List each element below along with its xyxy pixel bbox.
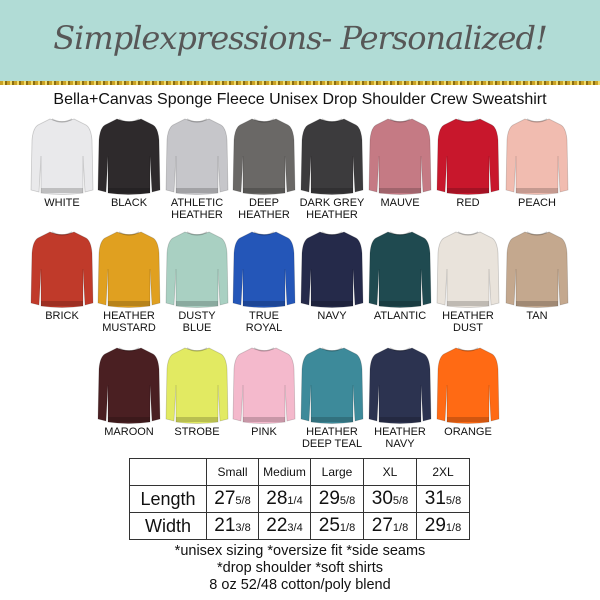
color-name: BRICK <box>45 310 79 322</box>
color-swatch: WHITE <box>27 116 97 209</box>
measurement-cell: 295/8 <box>310 485 364 513</box>
color-swatch: TRUE ROYAL <box>229 229 299 334</box>
header-cell: Large <box>310 458 364 486</box>
width-row: Width 213/8 223/4 251/8 271/8 291/8 <box>129 512 470 540</box>
sweatshirt-icon <box>165 231 229 308</box>
sweatshirt-icon <box>300 231 364 308</box>
measurement-cell: 281/4 <box>258 485 311 513</box>
color-swatch: HEATHER NAVY <box>365 345 435 450</box>
color-name: MAROON <box>104 426 154 438</box>
sweatshirt-icon <box>300 347 364 424</box>
sweatshirt-icon <box>368 118 432 195</box>
sweatshirt-icon <box>97 347 161 424</box>
color-swatch: MAROON <box>94 345 164 438</box>
color-swatch: DUSTY BLUE <box>162 229 232 334</box>
color-name: TRUE ROYAL <box>245 310 283 334</box>
row-label: Width <box>129 512 207 540</box>
size-header-row: Small Medium Large XL 2XL <box>129 458 470 486</box>
color-name: NAVY <box>317 310 347 322</box>
measurement-cell: 275/8 <box>206 485 259 513</box>
color-name: HEATHER MUSTARD <box>102 310 156 334</box>
sweatshirt-icon <box>436 118 500 195</box>
sweatshirt-icon <box>165 347 229 424</box>
note-line: *drop shoulder *soft shirts <box>216 560 384 576</box>
color-name: ORANGE <box>444 426 492 438</box>
color-swatch: BRICK <box>27 229 97 322</box>
size-chart: Small Medium Large XL 2XL Length 275/8 281… <box>129 458 470 540</box>
sweatshirt-icon <box>232 118 296 195</box>
sweatshirt-icon <box>368 347 432 424</box>
sweatshirt-icon <box>97 118 161 195</box>
color-swatch: ATHLETIC HEATHER <box>162 116 232 221</box>
color-swatch: DEEP HEATHER <box>229 116 299 221</box>
sweatshirt-icon <box>97 231 161 308</box>
color-swatch: STROBE <box>162 345 232 438</box>
color-name: PINK <box>251 426 277 438</box>
measurement-cell: 251/8 <box>310 512 364 540</box>
header-cell <box>129 458 207 486</box>
sweatshirt-icon <box>436 231 500 308</box>
color-swatch: HEATHER MUSTARD <box>94 229 164 334</box>
measurement-cell: 223/4 <box>258 512 311 540</box>
sweatshirt-icon <box>300 118 364 195</box>
glitter-divider <box>0 81 600 85</box>
color-name: ATHLETIC HEATHER <box>170 197 224 221</box>
sweatshirt-icon <box>232 231 296 308</box>
color-swatch: HEATHER DUST <box>433 229 503 334</box>
measurement-cell: 315/8 <box>416 485 470 513</box>
color-name: HEATHER DEEP TEAL <box>301 426 363 450</box>
color-swatch: ORANGE <box>433 345 503 438</box>
measurement-cell: 291/8 <box>416 512 470 540</box>
color-name: RED <box>456 197 480 209</box>
color-swatch: DARK GREY HEATHER <box>297 116 367 221</box>
header-cell: XL <box>363 458 417 486</box>
color-swatch: NAVY <box>297 229 367 322</box>
color-name: TAN <box>526 310 548 322</box>
header-banner <box>0 0 600 82</box>
sweatshirt-icon <box>30 118 94 195</box>
color-name: DUSTY BLUE <box>178 310 216 334</box>
color-name: ATLANTIC <box>373 310 427 322</box>
color-name: DARK GREY HEATHER <box>299 197 365 221</box>
color-name: STROBE <box>174 426 220 438</box>
note-line: *unisex sizing *oversize fit *side seams <box>174 543 426 559</box>
sweatshirt-icon <box>505 231 569 308</box>
color-name: HEATHER NAVY <box>374 426 426 450</box>
product-notes: *unisex sizing *oversize fit *side seams… <box>0 543 600 594</box>
brand-logo-text: Simplexpressions- Personalized! <box>53 19 548 57</box>
header-cell: Small <box>206 458 259 486</box>
color-swatch: HEATHER DEEP TEAL <box>297 345 367 450</box>
color-name: DEEP HEATHER <box>238 197 290 221</box>
sweatshirt-icon <box>165 118 229 195</box>
color-name: MAUVE <box>380 197 420 209</box>
sweatshirt-icon <box>505 118 569 195</box>
measurement-cell: 271/8 <box>363 512 417 540</box>
color-name: HEATHER DUST <box>442 310 494 334</box>
color-swatch: PEACH <box>502 116 572 209</box>
color-name: BLACK <box>110 197 148 209</box>
product-title: Bella+Canvas Sponge Fleece Unisex Drop S… <box>53 91 547 108</box>
color-swatch: RED <box>433 116 503 209</box>
measurement-cell: 213/8 <box>206 512 259 540</box>
header-cell: Medium <box>258 458 311 486</box>
note-line: 8 oz 52/48 cotton/poly blend <box>209 577 391 593</box>
color-name: WHITE <box>44 197 80 209</box>
color-swatch: MAUVE <box>365 116 435 209</box>
measurement-cell: 305/8 <box>363 485 417 513</box>
sweatshirt-icon <box>232 347 296 424</box>
row-label: Length <box>129 485 207 513</box>
sweatshirt-icon <box>30 231 94 308</box>
color-swatch: ATLANTIC <box>365 229 435 322</box>
sweatshirt-icon <box>368 231 432 308</box>
color-swatch: TAN <box>502 229 572 322</box>
color-swatch: PINK <box>229 345 299 438</box>
length-row: Length 275/8 281/4 295/8 305/8 315/8 <box>129 485 470 513</box>
color-name: PEACH <box>518 197 556 209</box>
sweatshirt-icon <box>436 347 500 424</box>
color-swatch: BLACK <box>94 116 164 209</box>
header-cell: 2XL <box>416 458 470 486</box>
